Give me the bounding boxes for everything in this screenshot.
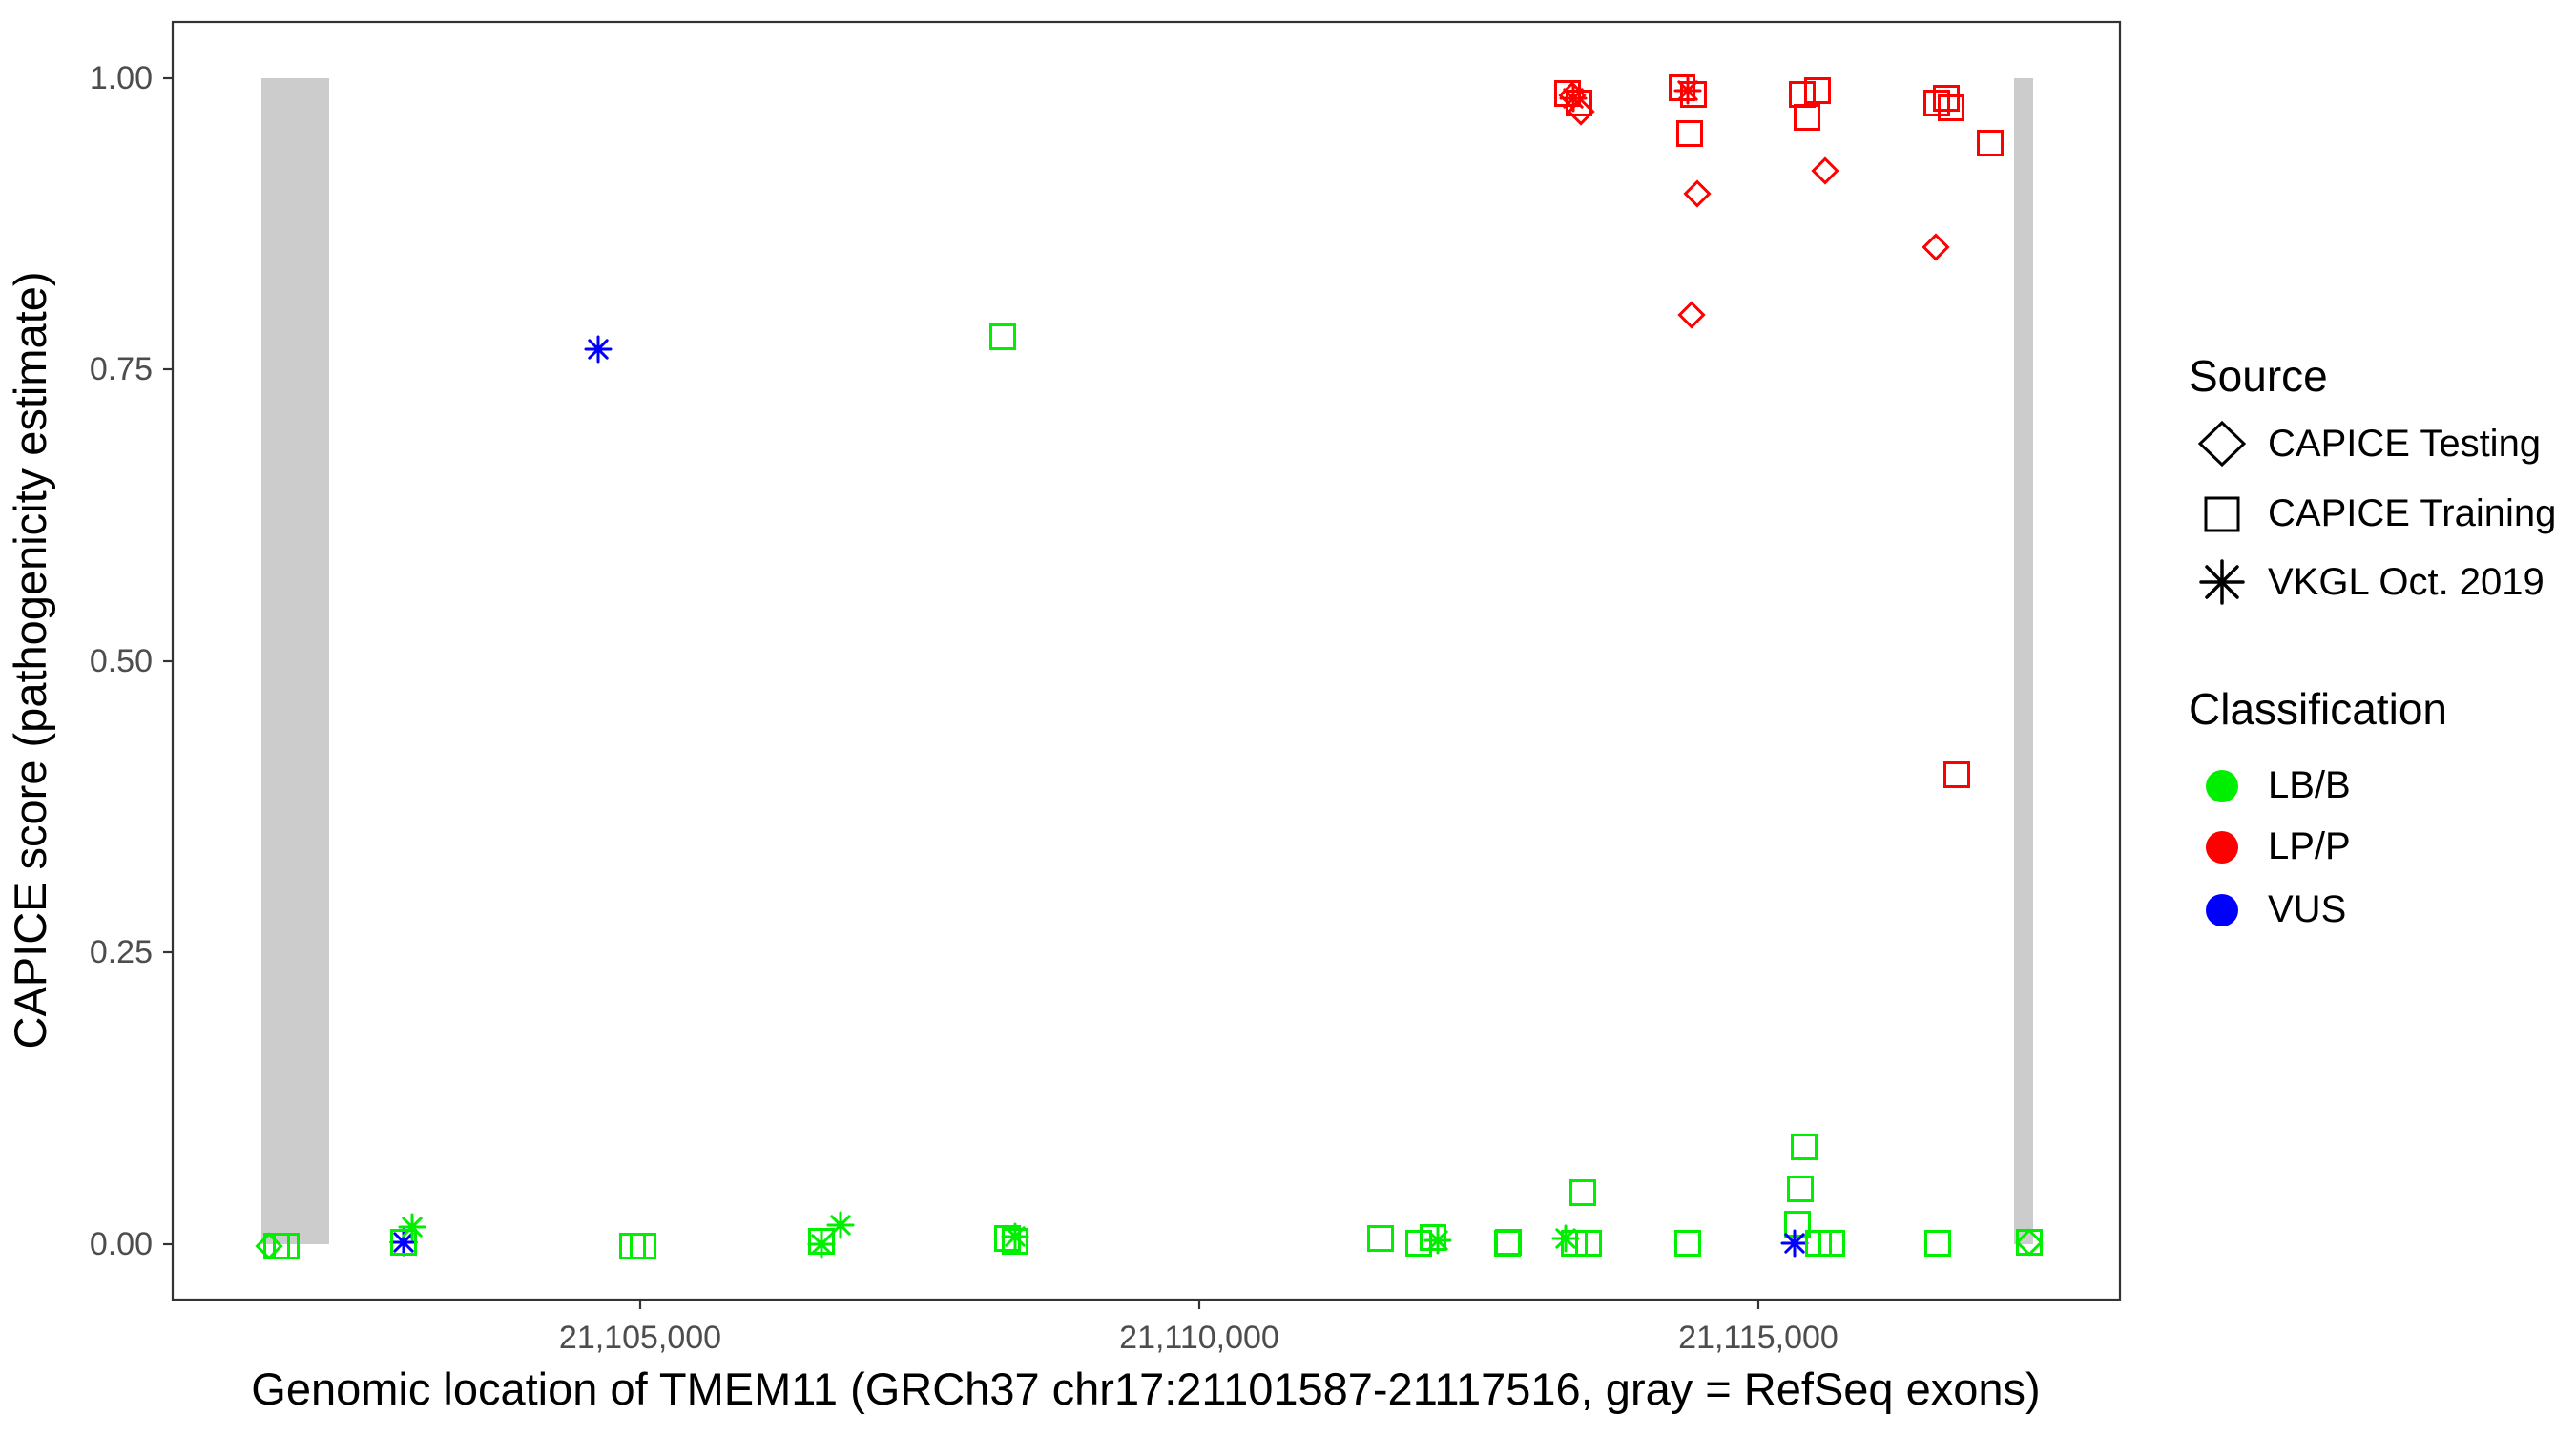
svg-text:Classification: Classification bbox=[2189, 684, 2447, 734]
svg-text:LB/B: LB/B bbox=[2268, 764, 2351, 806]
svg-text:LP/P: LP/P bbox=[2268, 825, 2351, 867]
svg-text:0.25: 0.25 bbox=[90, 934, 153, 970]
svg-text:Source: Source bbox=[2189, 351, 2328, 401]
svg-text:CAPICE Testing: CAPICE Testing bbox=[2268, 423, 2541, 465]
svg-text:VKGL Oct. 2019: VKGL Oct. 2019 bbox=[2268, 561, 2545, 603]
svg-text:VUS: VUS bbox=[2268, 888, 2346, 930]
svg-text:21,105,000: 21,105,000 bbox=[559, 1320, 721, 1356]
svg-text:CAPICE score (pathogenicity es: CAPICE score (pathogenicity estimate) bbox=[5, 272, 55, 1050]
svg-text:Genomic location of TMEM11 (GR: Genomic location of TMEM11 (GRCh37 chr17… bbox=[251, 1363, 2040, 1414]
svg-text:0.00: 0.00 bbox=[90, 1226, 153, 1262]
svg-text:21,110,000: 21,110,000 bbox=[1119, 1320, 1279, 1356]
svg-text:0.75: 0.75 bbox=[90, 351, 153, 387]
svg-text:21,115,000: 21,115,000 bbox=[1678, 1320, 1839, 1356]
svg-text:0.50: 0.50 bbox=[90, 643, 153, 679]
svg-text:CAPICE Training: CAPICE Training bbox=[2268, 492, 2556, 534]
svg-text:1.00: 1.00 bbox=[90, 60, 153, 96]
